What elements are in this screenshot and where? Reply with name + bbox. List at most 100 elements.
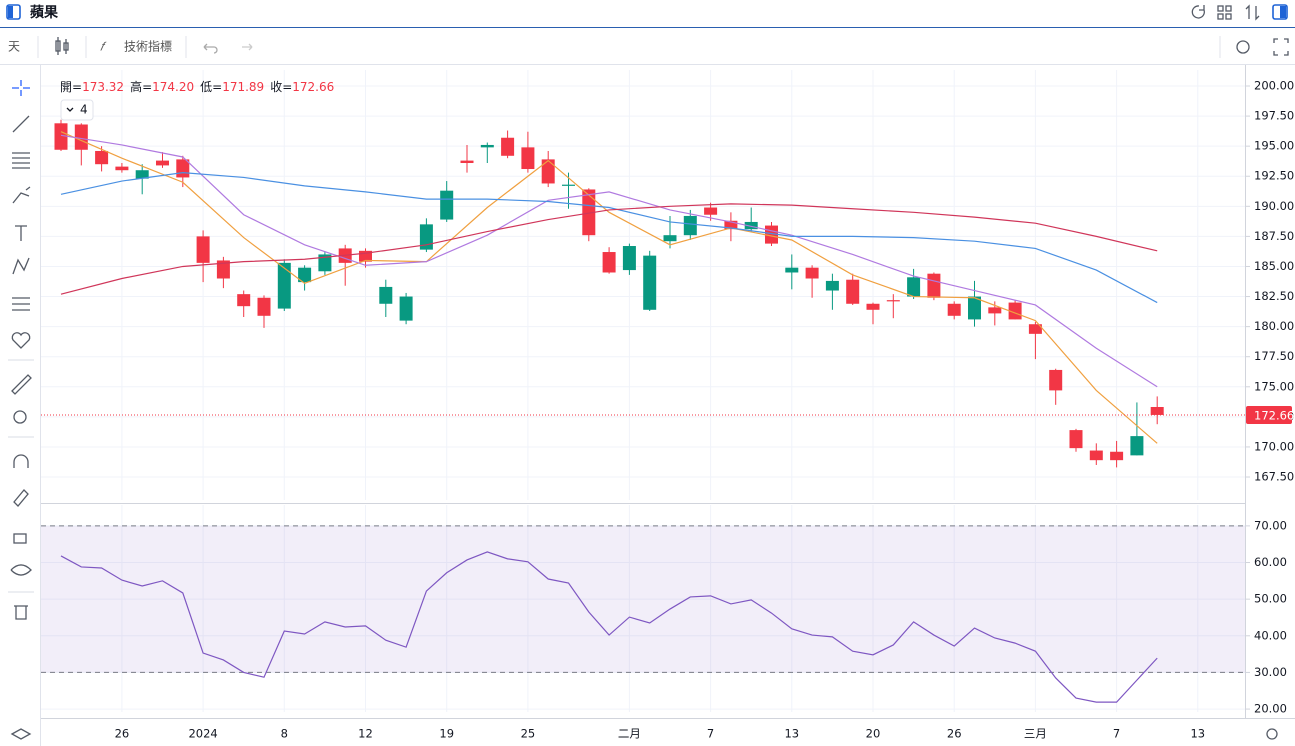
candle-body <box>683 215 697 236</box>
y-tick-label: 180.00 <box>1254 319 1294 333</box>
candle-body <box>1150 406 1164 415</box>
candle-body <box>968 296 981 320</box>
axis-settings[interactable] <box>1266 728 1278 740</box>
candle-body <box>440 190 454 220</box>
compare-icon[interactable] <box>1245 4 1260 21</box>
candle-body <box>988 307 1002 314</box>
layers-icon[interactable] <box>10 728 32 740</box>
layout-icon <box>1225 5 1232 12</box>
candle-body <box>1028 324 1042 334</box>
settings-icon[interactable] <box>1236 40 1250 54</box>
candle-body <box>622 246 636 271</box>
y-tick-label: 192.50 <box>1254 169 1294 183</box>
x-tick-label: 三月 <box>1024 727 1047 741</box>
x-tick-label: 12 <box>358 727 373 741</box>
candle-body <box>927 273 941 298</box>
y-tick-label: 167.50 <box>1254 470 1294 484</box>
x-tick-label: 26 <box>115 727 130 741</box>
candle-body <box>196 236 210 263</box>
icon-tool[interactable] <box>11 332 31 349</box>
refresh-icon[interactable] <box>1191 5 1205 19</box>
candle-body <box>1008 302 1022 320</box>
brush-tool[interactable] <box>12 186 31 204</box>
readout-value: 174.20 <box>152 80 194 94</box>
visibility-tool[interactable] <box>10 564 32 576</box>
candle-body <box>805 267 819 279</box>
layout-icon <box>1225 13 1232 20</box>
y-tick-label: 60.00 <box>1254 555 1287 569</box>
indicators-button[interactable]: 技術指標 <box>124 39 172 54</box>
prediction-tool[interactable] <box>12 297 30 311</box>
moving-average <box>60 203 1158 295</box>
x-tick-label: 13 <box>1190 727 1205 741</box>
panel-toggle-fill <box>1280 6 1286 18</box>
band-fill <box>41 525 1245 673</box>
candle-body <box>907 277 921 297</box>
candle-body <box>582 189 596 236</box>
y-tick-label: 175.00 <box>1254 379 1294 393</box>
x-tick-label: 二月 <box>618 727 641 741</box>
fib-tool[interactable] <box>12 152 30 169</box>
candle-body <box>947 303 961 316</box>
magnet-tool[interactable] <box>13 454 29 468</box>
candle-type-icon[interactable] <box>55 37 69 55</box>
readout-value: 172.66 <box>292 80 334 94</box>
measure-tool[interactable] <box>11 374 32 395</box>
y-tick-label: 50.00 <box>1254 592 1287 606</box>
candle-body <box>298 267 312 283</box>
trendline-tool[interactable] <box>12 115 30 133</box>
panel-icon[interactable] <box>6 4 21 20</box>
candle-body <box>541 159 555 184</box>
grid <box>41 70 1245 712</box>
candle-body <box>74 124 88 150</box>
plot <box>41 119 1245 703</box>
interval-button[interactable]: 天 <box>8 40 20 54</box>
fullscreen-icon[interactable] <box>1273 38 1289 56</box>
pattern-tool[interactable] <box>12 257 30 275</box>
redo-icon[interactable] <box>242 43 253 51</box>
candle-body <box>257 297 271 316</box>
text-tool[interactable] <box>15 225 27 241</box>
candle-body <box>1130 436 1144 456</box>
top-icons <box>1191 4 1260 21</box>
candle-body <box>825 280 839 291</box>
indicator-toggle[interactable] <box>60 99 94 121</box>
panel-icon-fill <box>8 6 13 18</box>
ohlc-legend: 開=173.32 高=174.20 低=171.89 收=172.66 4 <box>60 79 334 121</box>
y-tick-label: 40.00 <box>1254 628 1287 642</box>
y-tick-label: 195.00 <box>1254 139 1294 153</box>
candle-body <box>704 207 718 215</box>
candle-body <box>1049 369 1063 391</box>
candle-body <box>359 250 372 262</box>
y-tick-label: 182.50 <box>1254 289 1294 303</box>
x-tick-label: 19 <box>439 727 454 741</box>
x-tick-label: 13 <box>784 727 799 741</box>
fx-icon: 𝑓 <box>100 40 107 54</box>
x-tick-label: 25 <box>521 727 536 741</box>
x-tick-label: 7 <box>707 727 714 741</box>
crosshair-tool[interactable] <box>12 80 30 96</box>
zoom-tool[interactable] <box>13 410 27 424</box>
layout-icon[interactable] <box>1217 5 1224 12</box>
last-price-label: 172.66 <box>1254 408 1294 422</box>
layout-icon <box>1217 13 1224 20</box>
moving-average <box>60 172 1158 304</box>
candle-body <box>277 262 291 309</box>
candle-body <box>501 137 515 156</box>
lock-tool[interactable] <box>13 533 27 544</box>
y-tick-label: 20.00 <box>1254 702 1287 716</box>
lock-draw-tool[interactable] <box>13 489 29 507</box>
candle-body <box>602 252 616 273</box>
candle-body <box>115 166 129 171</box>
delete-tool[interactable] <box>14 605 28 620</box>
candle-body <box>1089 450 1103 461</box>
readout-value: 171.89 <box>222 80 264 94</box>
y-tick-label: 197.50 <box>1254 109 1294 123</box>
candle-body <box>135 170 149 179</box>
candle-body <box>643 255 657 310</box>
top-bar <box>0 0 1295 27</box>
readout-label: 開= <box>60 80 82 94</box>
panel-toggle[interactable] <box>1272 4 1288 20</box>
undo-icon[interactable] <box>203 43 218 54</box>
